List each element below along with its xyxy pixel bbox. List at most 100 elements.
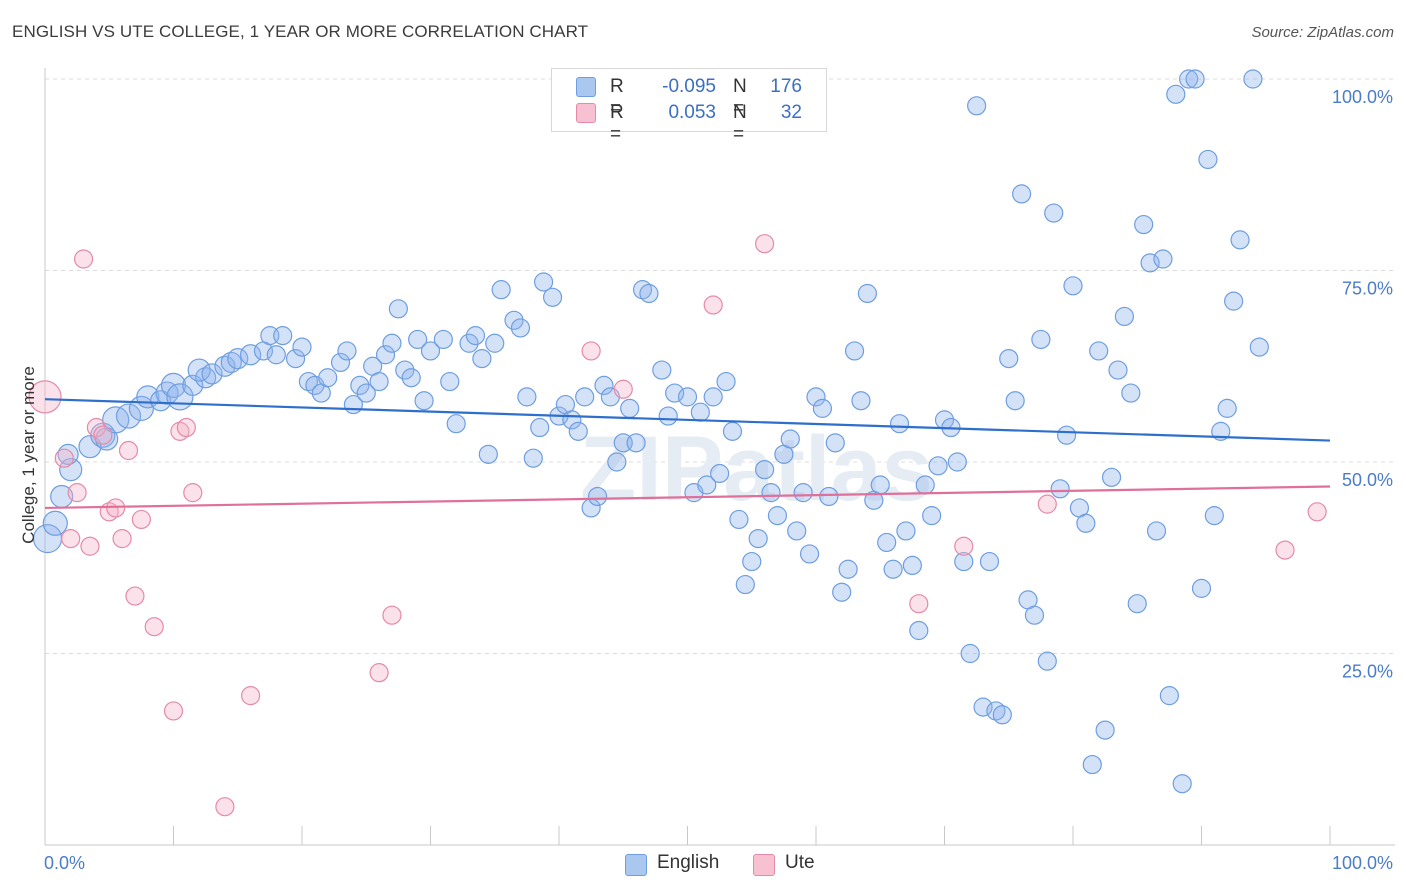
english-point xyxy=(979,551,1000,572)
english-point xyxy=(187,358,211,382)
english-point xyxy=(690,402,710,422)
english-point xyxy=(542,287,563,307)
english-point xyxy=(819,486,839,507)
english-point xyxy=(292,337,312,357)
english-point xyxy=(1121,383,1141,403)
ute-point xyxy=(28,380,62,414)
english-point xyxy=(337,341,357,361)
english-point xyxy=(748,528,768,549)
english-point xyxy=(382,333,402,353)
ute-point xyxy=(909,594,929,614)
english-point xyxy=(999,348,1019,369)
english-point xyxy=(408,329,428,350)
ute-point xyxy=(61,528,81,549)
english-point xyxy=(1127,594,1147,614)
legend-label-english: English xyxy=(657,852,720,873)
english-point xyxy=(1166,84,1186,104)
ute-point xyxy=(80,536,100,556)
english-point xyxy=(1011,184,1032,204)
english-point xyxy=(1044,203,1064,223)
ute-point xyxy=(241,686,261,706)
english-point xyxy=(626,433,646,453)
chart-title: ENGLISH VS UTE COLLEGE, 1 YEAR OR MORE C… xyxy=(12,22,589,41)
ute-point xyxy=(131,509,151,530)
english-point xyxy=(1114,306,1135,327)
ute-point xyxy=(118,440,139,461)
series-ute xyxy=(28,234,1327,817)
ute-swatch xyxy=(753,854,775,876)
y-tick-label: 25.0% xyxy=(1342,662,1393,682)
english-point xyxy=(620,398,640,418)
english-point xyxy=(1134,214,1154,235)
english-point xyxy=(150,390,172,412)
english-point xyxy=(857,283,878,304)
english-point xyxy=(665,383,685,403)
english-point xyxy=(395,360,415,380)
n-label: N = xyxy=(733,76,747,119)
r-value-english: -0.095 xyxy=(662,76,716,97)
english-point xyxy=(1082,754,1102,775)
ute-point xyxy=(112,528,132,549)
english-point xyxy=(909,620,929,641)
english-point xyxy=(1217,398,1237,418)
english-point xyxy=(1159,686,1179,706)
english-point xyxy=(1031,329,1051,350)
stats-legend: R = -0.095 N = 176 R = 0.053 N = 32 xyxy=(551,68,827,145)
english-point xyxy=(703,387,723,407)
english-point xyxy=(677,387,698,407)
english-point xyxy=(652,360,672,380)
ute-point xyxy=(73,249,94,269)
english-point xyxy=(533,272,554,292)
english-point xyxy=(928,456,948,476)
english-point xyxy=(504,310,524,330)
english-swatch xyxy=(576,77,596,97)
english-point xyxy=(1153,249,1173,269)
english-point xyxy=(1198,149,1218,170)
english-point xyxy=(799,544,820,564)
english-point xyxy=(1024,605,1045,625)
english-point xyxy=(787,521,807,541)
english-point xyxy=(369,371,389,392)
r-label: R = xyxy=(610,102,624,145)
ute-point xyxy=(613,379,633,399)
english-point xyxy=(375,345,396,365)
y-tick-label: 100.0% xyxy=(1332,87,1393,107)
ute-point xyxy=(86,417,107,438)
english-point xyxy=(658,406,678,426)
english-point xyxy=(992,705,1012,725)
ute-point xyxy=(54,448,74,468)
english-point xyxy=(1146,521,1167,541)
english-point xyxy=(639,283,659,304)
gridlines xyxy=(45,78,1395,654)
english-point xyxy=(285,348,306,369)
english-point xyxy=(806,387,826,407)
ute-point xyxy=(954,536,974,556)
english-point xyxy=(440,371,460,392)
english-point xyxy=(356,383,376,403)
english-point xyxy=(883,559,903,579)
ute-point xyxy=(1307,502,1327,522)
english-point xyxy=(530,417,550,438)
axes xyxy=(44,68,1395,846)
ute-point xyxy=(215,797,235,817)
n-label: N = xyxy=(733,102,747,145)
r-value-ute: 0.053 xyxy=(668,102,716,123)
english-point xyxy=(575,387,595,407)
english-point xyxy=(517,387,537,407)
tick-labels: 25.0% 50.0% 75.0% 100.0% 0.0% 100.0% xyxy=(44,87,1393,873)
english-point xyxy=(922,506,942,526)
english-point xyxy=(478,444,498,464)
english-point xyxy=(195,367,217,389)
x-tick-label: 0.0% xyxy=(44,853,85,873)
english-point xyxy=(420,341,441,361)
english-point xyxy=(1172,774,1192,794)
english-point xyxy=(767,506,788,526)
ute-point xyxy=(163,701,184,721)
y-tick-label: 75.0% xyxy=(1342,279,1393,299)
english-point xyxy=(401,368,421,388)
english-point xyxy=(1005,391,1025,411)
english-point xyxy=(954,551,974,572)
english-point xyxy=(459,333,479,353)
english-point xyxy=(710,463,730,484)
